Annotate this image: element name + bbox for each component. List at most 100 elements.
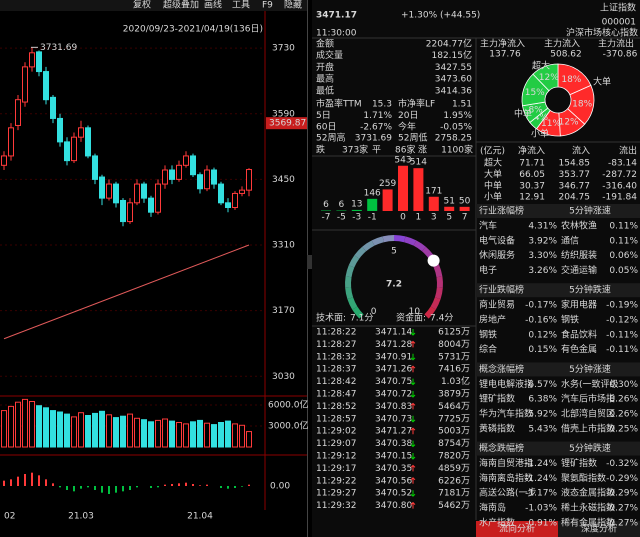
- menu-item[interactable]: 工具: [232, 0, 250, 11]
- table-header: 流出: [619, 145, 637, 157]
- x-tick-label: 1: [416, 213, 422, 223]
- tick-volume: 1.03亿: [441, 375, 470, 387]
- sector-pct: -0.11%: [606, 345, 638, 355]
- sector-name: 房地产: [479, 314, 506, 326]
- gauge-arc: [382, 235, 395, 243]
- candle-body: [43, 71, 49, 101]
- sector-name: 电气设备: [479, 234, 515, 246]
- tick-volume: 8004万: [438, 340, 470, 350]
- tick-price: 3470.15: [375, 452, 412, 462]
- sector-pct: 4.31%: [528, 222, 557, 232]
- sector-name: 锂矿指数: [561, 457, 597, 469]
- y-tick-label: 3030: [272, 372, 295, 382]
- stat-value: -2.67%: [360, 122, 392, 132]
- x-tick-label: 21.04: [187, 512, 213, 522]
- gauge-arc: [433, 265, 443, 278]
- sector-pct: 5.43%: [528, 424, 557, 434]
- stat-value: -0.05%: [440, 122, 472, 132]
- y-tick-label: 3170: [272, 306, 295, 316]
- index-code: 000001: [602, 18, 636, 28]
- tick-arrow: [410, 365, 416, 373]
- date-range: 2020/09/23-2021/04/19(136日): [123, 24, 263, 35]
- sector-name: 聚氨酯指数: [561, 472, 606, 484]
- stat-value: 3414.36: [435, 86, 472, 96]
- table-cell: 71.71: [519, 159, 545, 169]
- data-label: 51: [443, 196, 454, 206]
- breadth-cell: 373家: [342, 144, 368, 156]
- tick-arrow: [410, 453, 416, 460]
- candle-body: [106, 183, 112, 199]
- slice-label: 11%: [541, 119, 561, 129]
- y-tick-label: 3000.0亿: [268, 420, 309, 432]
- section-header-bg: [476, 204, 640, 218]
- sector-name: 海南离岛指数: [479, 472, 533, 484]
- sector-pct: -1.17%: [525, 489, 557, 499]
- volume-bar: [134, 417, 140, 448]
- gauge-arc: [371, 236, 385, 246]
- stat-value: 15.3: [372, 100, 392, 110]
- tick-volume: 6125万: [438, 328, 470, 338]
- tick-volume: 6226万: [438, 476, 470, 486]
- stat-value: 3731.69: [355, 134, 392, 144]
- stat-value: 1.95%: [443, 111, 472, 121]
- volume-bar: [127, 413, 133, 448]
- menu-item[interactable]: 超级叠加: [163, 0, 199, 11]
- tick-arrow: [410, 501, 416, 509]
- stat-label: 5日: [316, 110, 331, 121]
- table-cell: 353.77: [559, 170, 591, 180]
- section-header: 5分钟跌速: [569, 442, 611, 454]
- tab-label[interactable]: 流向分析: [499, 523, 535, 535]
- stat-label: 金额: [316, 38, 334, 50]
- x-tick-label: -7: [322, 213, 331, 223]
- candle-body: [127, 202, 133, 223]
- volume-bar: [225, 420, 231, 448]
- candle-body: [57, 117, 63, 143]
- candle-body: [239, 189, 245, 194]
- menu-item[interactable]: 复权: [133, 0, 151, 11]
- volume-bar: [204, 422, 210, 448]
- x-tick-label: 0: [400, 213, 406, 223]
- donut-label: 中单: [514, 108, 532, 120]
- table-header: 流入: [572, 145, 590, 157]
- stat-label: 市净率LF: [398, 98, 435, 110]
- tick-volume: 3879万: [438, 390, 470, 400]
- menu-item[interactable]: 画线: [204, 0, 222, 11]
- sector-pct: -0.29%: [606, 489, 638, 499]
- gauge-arc: [413, 240, 426, 252]
- tick-price: 3471.26: [375, 365, 412, 375]
- candle-body: [162, 169, 168, 185]
- y-tick-label: 3590: [272, 109, 295, 119]
- collapse-handle[interactable]: [307, 255, 312, 269]
- menu-item[interactable]: F9: [262, 1, 273, 11]
- tick-volume: 7416万: [438, 365, 470, 375]
- section-header: 5分钟涨速: [569, 363, 611, 375]
- sector-pct: -0.12%: [606, 316, 638, 326]
- volume-bar: [232, 423, 238, 448]
- tick-volume: 5462万: [438, 501, 470, 511]
- y-tick-label: 3450: [272, 175, 295, 185]
- sector-pct: -1.24%: [525, 459, 557, 469]
- gauge-arc: [430, 297, 441, 310]
- candle-body: [1, 155, 7, 166]
- table-cell: -287.72: [602, 170, 637, 180]
- tab-active[interactable]: [476, 521, 558, 537]
- stat-value: 2758.25: [435, 134, 472, 144]
- tab-label[interactable]: 深度分析: [581, 523, 617, 535]
- tick-volume: 4859万: [438, 464, 470, 474]
- flow-header: 主力净流入: [480, 38, 525, 50]
- section-header-bg: [476, 441, 640, 456]
- x-tick-label: 21.03: [68, 512, 94, 522]
- tick-volume: 7820万: [438, 452, 470, 462]
- volume-bar: [78, 412, 84, 448]
- sector-name: 借壳上市指数: [561, 422, 615, 434]
- volume-bar: [57, 411, 63, 448]
- candle-body: [246, 169, 252, 191]
- tab[interactable]: [558, 521, 640, 537]
- tick-arrow: [410, 464, 416, 472]
- x-tick-label: -5: [337, 213, 346, 223]
- flow-value: 508.62: [550, 50, 582, 60]
- menu-item[interactable]: 隐藏: [284, 0, 302, 11]
- stat-value: 3427.55: [435, 63, 472, 73]
- tick-volume: 5731万: [438, 352, 470, 362]
- sector-name: 海南自贸港指: [479, 457, 533, 469]
